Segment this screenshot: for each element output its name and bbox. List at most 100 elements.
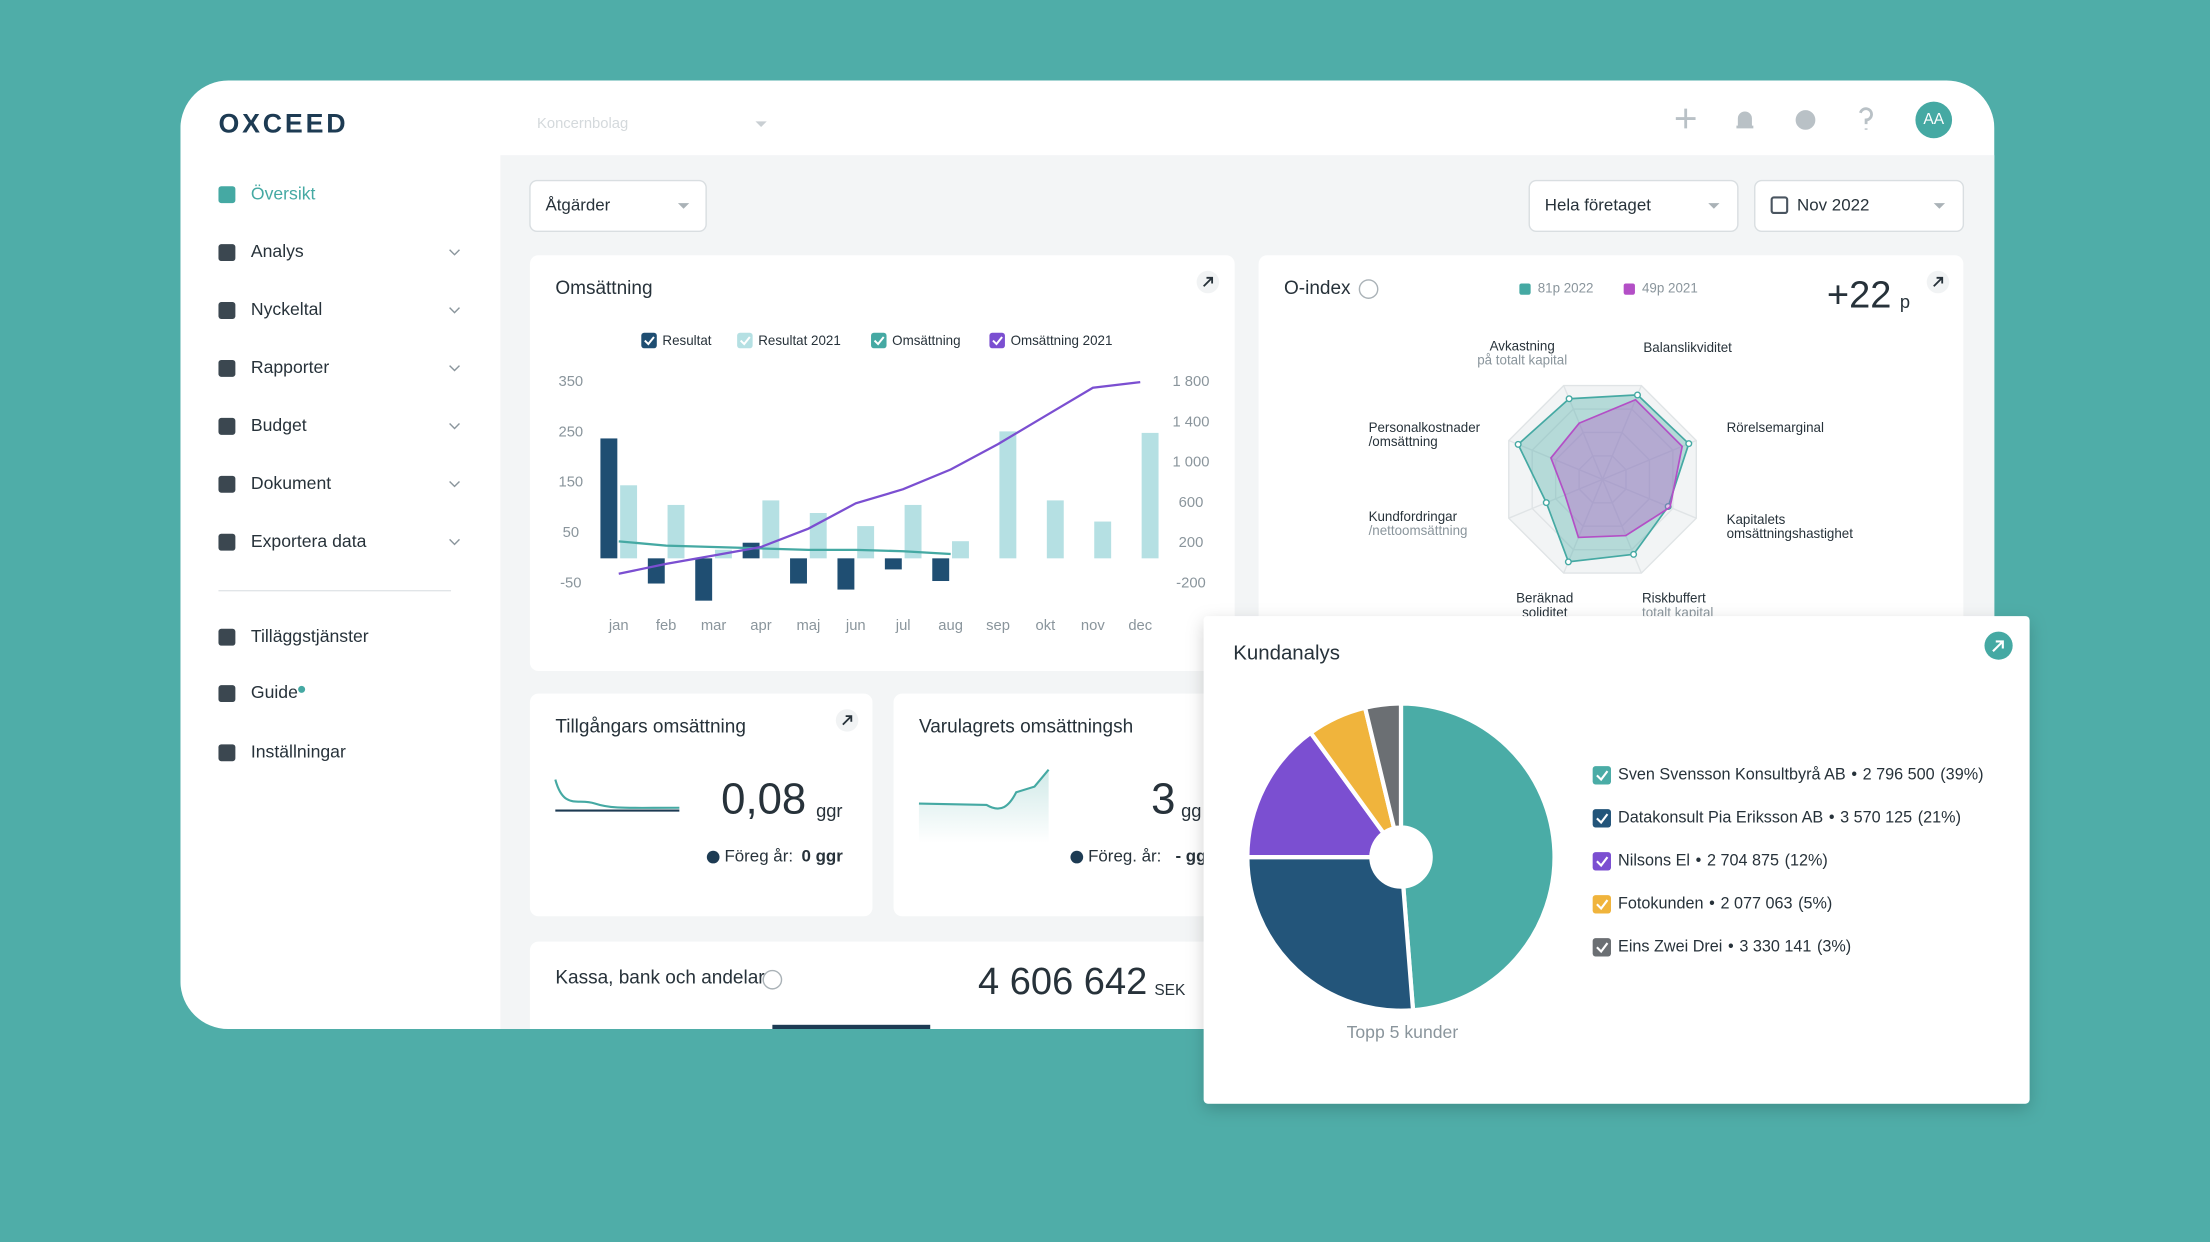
- legend-checkbox[interactable]: [871, 332, 887, 349]
- chevron: [449, 538, 460, 546]
- avatar-initials: AA: [1923, 111, 1944, 128]
- nav-item[interactable]: Budget: [251, 415, 307, 435]
- nav-item[interactable]: Guide: [251, 682, 298, 702]
- sparkline-area: [918, 769, 1049, 843]
- nav-item[interactable]: Tilläggstjänster: [251, 626, 369, 646]
- kpi-value: 4 606 642: [978, 961, 1147, 1003]
- scope-dropdown[interactable]: [1528, 179, 1739, 232]
- x-tick-label: okt: [1036, 618, 1056, 634]
- nav-item[interactable]: Exportera data: [251, 531, 367, 551]
- bar: [742, 542, 760, 559]
- radar-point: [1564, 558, 1572, 566]
- legend-checkbox[interactable]: [989, 332, 1005, 349]
- actions-label: Åtgärder: [545, 195, 610, 214]
- pie-slice: [1362, 701, 1404, 831]
- help-icon[interactable]: [1859, 107, 1873, 130]
- cloud-icon[interactable]: [1795, 110, 1816, 130]
- legend-label: Omsättning: [892, 333, 960, 348]
- check: [1596, 856, 1609, 868]
- radar-spoke: [1602, 439, 1697, 481]
- bar: [837, 558, 855, 590]
- bell-icon[interactable]: [1736, 111, 1754, 129]
- kpi-card: [893, 693, 1239, 917]
- kpi-previous-label: Föreg år:: [724, 847, 793, 866]
- radar-axis-label: omsättningshastighet: [1727, 526, 1854, 541]
- bar: [999, 431, 1017, 559]
- customer-name: Sven Svensson Konsultbyrå AB: [1618, 766, 1846, 784]
- brand: OXCEED: [218, 109, 348, 139]
- legend-label: Fotokunden • 2 077 063 (5%): [1618, 895, 1832, 913]
- expand-button[interactable]: [1984, 631, 2013, 660]
- card-title: Omsättning: [555, 278, 652, 299]
- kpi-previous-label: Föreg. år:: [1088, 847, 1161, 866]
- customer-share: (3%): [1817, 938, 1851, 956]
- select-caret: [755, 121, 767, 127]
- kpi-title: Kassa, bank och andelar: [555, 967, 765, 988]
- nav-item[interactable]: Dokument: [251, 473, 331, 493]
- customer-share: (5%): [1798, 895, 1832, 913]
- legend-checkbox[interactable]: [737, 332, 753, 349]
- nav-item[interactable]: Analys: [251, 241, 304, 261]
- nav-icon: [218, 359, 236, 377]
- legend-checkbox[interactable]: [1592, 809, 1611, 828]
- help-icon[interactable]: [1358, 279, 1379, 299]
- expand-button[interactable]: [835, 709, 859, 732]
- legend-checkbox[interactable]: [1592, 895, 1611, 914]
- bar: [857, 526, 875, 559]
- check: [1596, 813, 1609, 825]
- company-select[interactable]: Koncernbolag: [537, 116, 628, 132]
- radar-axis-label: soliditet: [1522, 605, 1568, 620]
- check: [992, 336, 1003, 346]
- pie-chart: Sven Svensson Konsultbyrå AB • 2 796 500 (3…: [1245, 701, 1983, 1013]
- score: +22: [1827, 275, 1892, 317]
- radar-axis-sublabel: totalt kapital: [1642, 605, 1713, 620]
- x-tick-label: aug: [938, 618, 963, 634]
- legend-label: 81p 2022: [1538, 281, 1594, 296]
- legend-checkbox[interactable]: [1592, 852, 1611, 871]
- customer-amount: 2 077 063: [1720, 895, 1792, 913]
- check: [873, 336, 885, 346]
- nav-item[interactable]: Inställningar: [251, 741, 346, 761]
- nav-icon: [218, 302, 236, 319]
- legend-label: Sven Svensson Konsultbyrå AB • 2 796 500 (3…: [1618, 766, 1983, 784]
- x-tick-label: maj: [796, 618, 820, 634]
- x-tick-label: mar: [701, 618, 727, 634]
- expand-button[interactable]: [1926, 270, 1950, 294]
- avatar[interactable]: [1915, 101, 1953, 139]
- customer-name: Eins Zwei Drei: [1618, 938, 1722, 956]
- kpi-value: 0,08: [721, 775, 806, 824]
- x-tick-label: apr: [750, 618, 771, 634]
- radar-axis-label: Balanslikviditet: [1643, 340, 1732, 355]
- score-unit: p: [1900, 291, 1910, 312]
- nav-item[interactable]: Nyckeltal: [251, 299, 322, 319]
- actions-dropdown[interactable]: [529, 179, 707, 232]
- customer-share: (21%): [1918, 809, 1961, 827]
- customer-amount: 2 796 500: [1863, 766, 1935, 784]
- y-tick-label: 250: [558, 424, 583, 440]
- legend-swatch: [1623, 283, 1635, 295]
- legend-label: Resultat 2021: [758, 333, 841, 348]
- bar: [1094, 521, 1112, 559]
- legend-checkbox[interactable]: [1592, 766, 1611, 785]
- customer-name: Nilsons El: [1618, 852, 1690, 870]
- nav-item[interactable]: Översikt: [251, 183, 316, 203]
- sparkline: [554, 779, 680, 809]
- separator: •: [1851, 766, 1857, 784]
- help-icon[interactable]: [762, 969, 783, 990]
- legend-checkbox[interactable]: [641, 332, 657, 349]
- separator: •: [1696, 852, 1702, 870]
- legend-checkbox[interactable]: [1592, 938, 1611, 957]
- bar: [600, 438, 618, 559]
- expand-button[interactable]: [1196, 270, 1220, 294]
- nav-item[interactable]: Rapporter: [251, 357, 329, 377]
- add-icon[interactable]: [1675, 108, 1696, 129]
- caret: [677, 203, 690, 209]
- x-tick-label: sep: [986, 618, 1010, 634]
- customer-share: (39%): [1940, 766, 1983, 784]
- revenue-chart: 350 250 150 50 -50 1 800 1 400 1 000 600 200 -200 j…: [558, 333, 1209, 634]
- nav-icon: [218, 685, 236, 703]
- nav-icon: [218, 244, 236, 262]
- check: [1596, 770, 1609, 782]
- period-dropdown[interactable]: [1754, 179, 1965, 232]
- radar-axis-label: Avkastning: [1490, 338, 1555, 353]
